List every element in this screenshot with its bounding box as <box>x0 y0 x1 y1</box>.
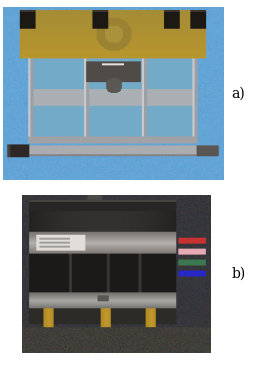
Text: b): b) <box>231 267 246 281</box>
Text: a): a) <box>231 87 245 101</box>
